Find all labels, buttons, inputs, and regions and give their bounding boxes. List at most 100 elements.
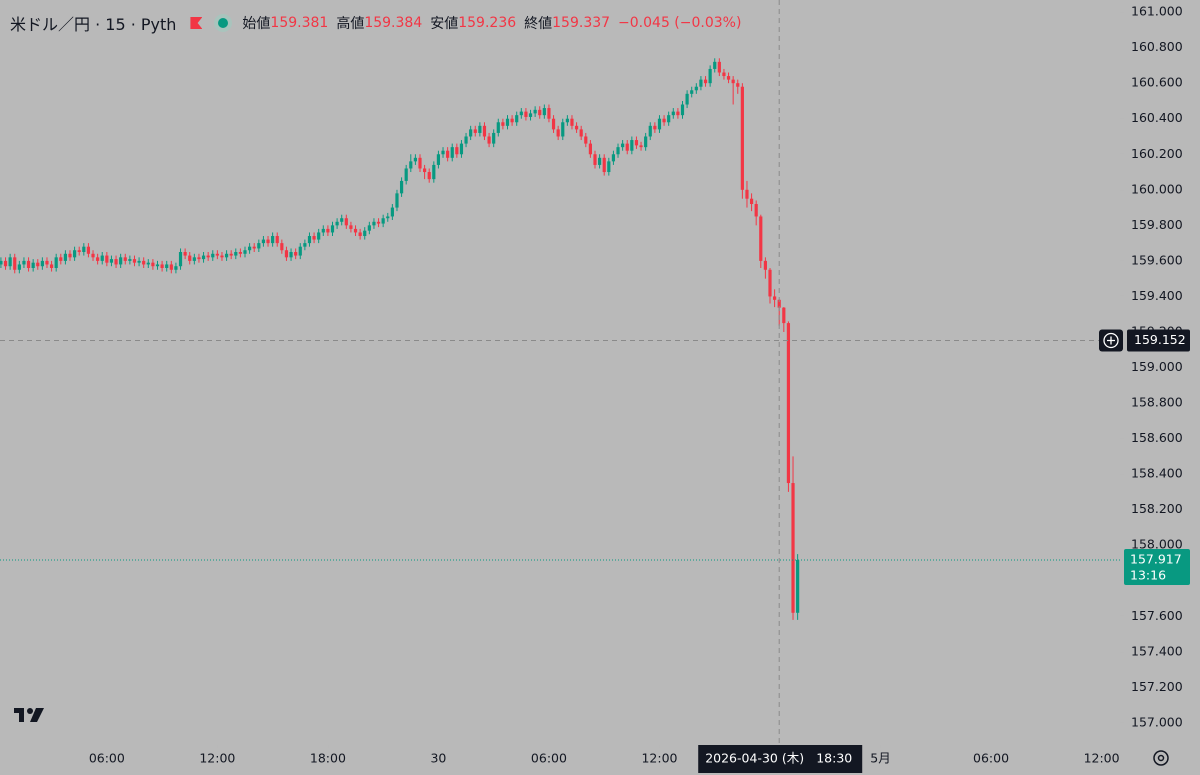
candle-body: [215, 253, 219, 256]
crosshair-price-label: 159.152: [1134, 332, 1186, 347]
candle-body: [275, 236, 279, 244]
candle-body: [381, 218, 385, 224]
candle-body: [174, 266, 178, 270]
candle-body: [178, 252, 183, 267]
candle-body: [109, 259, 114, 263]
candle-body: [96, 257, 100, 261]
candle-body: [685, 93, 689, 105]
candle-body: [307, 236, 312, 244]
candle-body: [188, 255, 192, 261]
candle-body: [547, 108, 551, 119]
candle-body: [86, 246, 91, 254]
candle-body: [36, 262, 40, 267]
candle-body: [773, 296, 777, 300]
x-tick-label: 12:00: [199, 751, 235, 766]
candle-body: [73, 250, 77, 258]
y-tick-label: 159.800: [1131, 217, 1183, 232]
candle-body: [192, 257, 196, 261]
candle-body: [482, 125, 487, 137]
candle-body: [243, 250, 247, 254]
candle-body: [206, 255, 210, 258]
candle-body: [358, 232, 362, 237]
flag-icon[interactable]: [190, 17, 203, 29]
last-price-box: [1124, 548, 1190, 585]
candle-body: [22, 260, 26, 265]
settings-button[interactable]: [1153, 750, 1169, 766]
change-value: −0.045 (−0.03%): [618, 15, 742, 31]
open-value: 159.381: [270, 15, 329, 31]
high-value: 159.384: [364, 15, 423, 31]
candle-body: [13, 257, 17, 270]
crosshair-date-label: 2026-04-30 (木): [705, 751, 804, 766]
y-tick-label: 157.400: [1131, 643, 1183, 658]
candle-body: [703, 79, 708, 84]
low-label: 安値: [430, 16, 459, 32]
candle-body: [160, 264, 164, 269]
candle-body: [54, 257, 58, 269]
candle-body: [169, 264, 173, 270]
y-tick-label: 161.000: [1131, 4, 1183, 19]
candle-body: [26, 260, 31, 269]
candle-body: [528, 113, 533, 117]
candle-body: [3, 260, 8, 267]
candle-body: [220, 255, 224, 258]
candle-body: [280, 243, 284, 251]
candle-body: [459, 143, 464, 155]
candle-body: [234, 252, 238, 256]
candle-body: [142, 260, 146, 265]
candle-body: [123, 257, 127, 261]
close-label: 終値: [524, 16, 553, 32]
candle-body: [155, 264, 160, 267]
y-tick-label: 157.200: [1131, 679, 1183, 694]
candle-body: [248, 246, 252, 251]
x-tick-label: 30: [430, 751, 446, 766]
candle-body: [694, 86, 698, 91]
candle-body: [183, 252, 187, 256]
candle-body: [763, 260, 767, 270]
candle-body: [63, 253, 67, 261]
high-label: 高値: [336, 16, 365, 32]
candle-body: [418, 157, 422, 169]
candle-body: [556, 129, 560, 137]
candle-body: [749, 198, 754, 205]
candle-body: [211, 253, 215, 258]
candle-body: [648, 125, 652, 137]
candle-body: [40, 260, 44, 267]
crosshair-time-box: [698, 745, 863, 773]
candle-body: [261, 239, 266, 244]
candle-body: [441, 150, 445, 155]
candle-body: [786, 323, 791, 484]
candle-body: [657, 118, 662, 130]
candle-body: [31, 262, 35, 269]
candle-body: [505, 118, 510, 126]
last-price-label: 157.917: [1130, 551, 1182, 566]
candle-body: [59, 257, 63, 261]
candle-body: [427, 172, 431, 180]
candle-body: [289, 252, 293, 258]
y-tick-label: 160.200: [1131, 146, 1183, 161]
candle-body: [469, 129, 473, 137]
candle-body: [436, 154, 441, 165]
candle-body: [363, 230, 367, 237]
candle-body: [340, 218, 344, 222]
y-tick-label: 160.400: [1131, 110, 1183, 125]
candle-body: [736, 83, 740, 87]
x-tick-label: 12:00: [641, 751, 677, 766]
close-value: 159.337: [552, 15, 611, 31]
x-tick-label: 18:00: [310, 751, 346, 766]
candle-body: [413, 157, 417, 162]
candle-body: [625, 143, 629, 151]
x-tick-label: 12:00: [1084, 751, 1120, 766]
add-icon: [1107, 336, 1115, 345]
candle-body: [353, 228, 358, 233]
candle-body: [570, 118, 574, 126]
candle-body: [510, 118, 514, 123]
candle-body: [229, 253, 233, 256]
candle-body: [423, 168, 427, 173]
candle-body: [395, 193, 399, 208]
candle-body: [105, 255, 109, 263]
candle-body: [446, 150, 450, 158]
candle-body: [77, 250, 81, 253]
